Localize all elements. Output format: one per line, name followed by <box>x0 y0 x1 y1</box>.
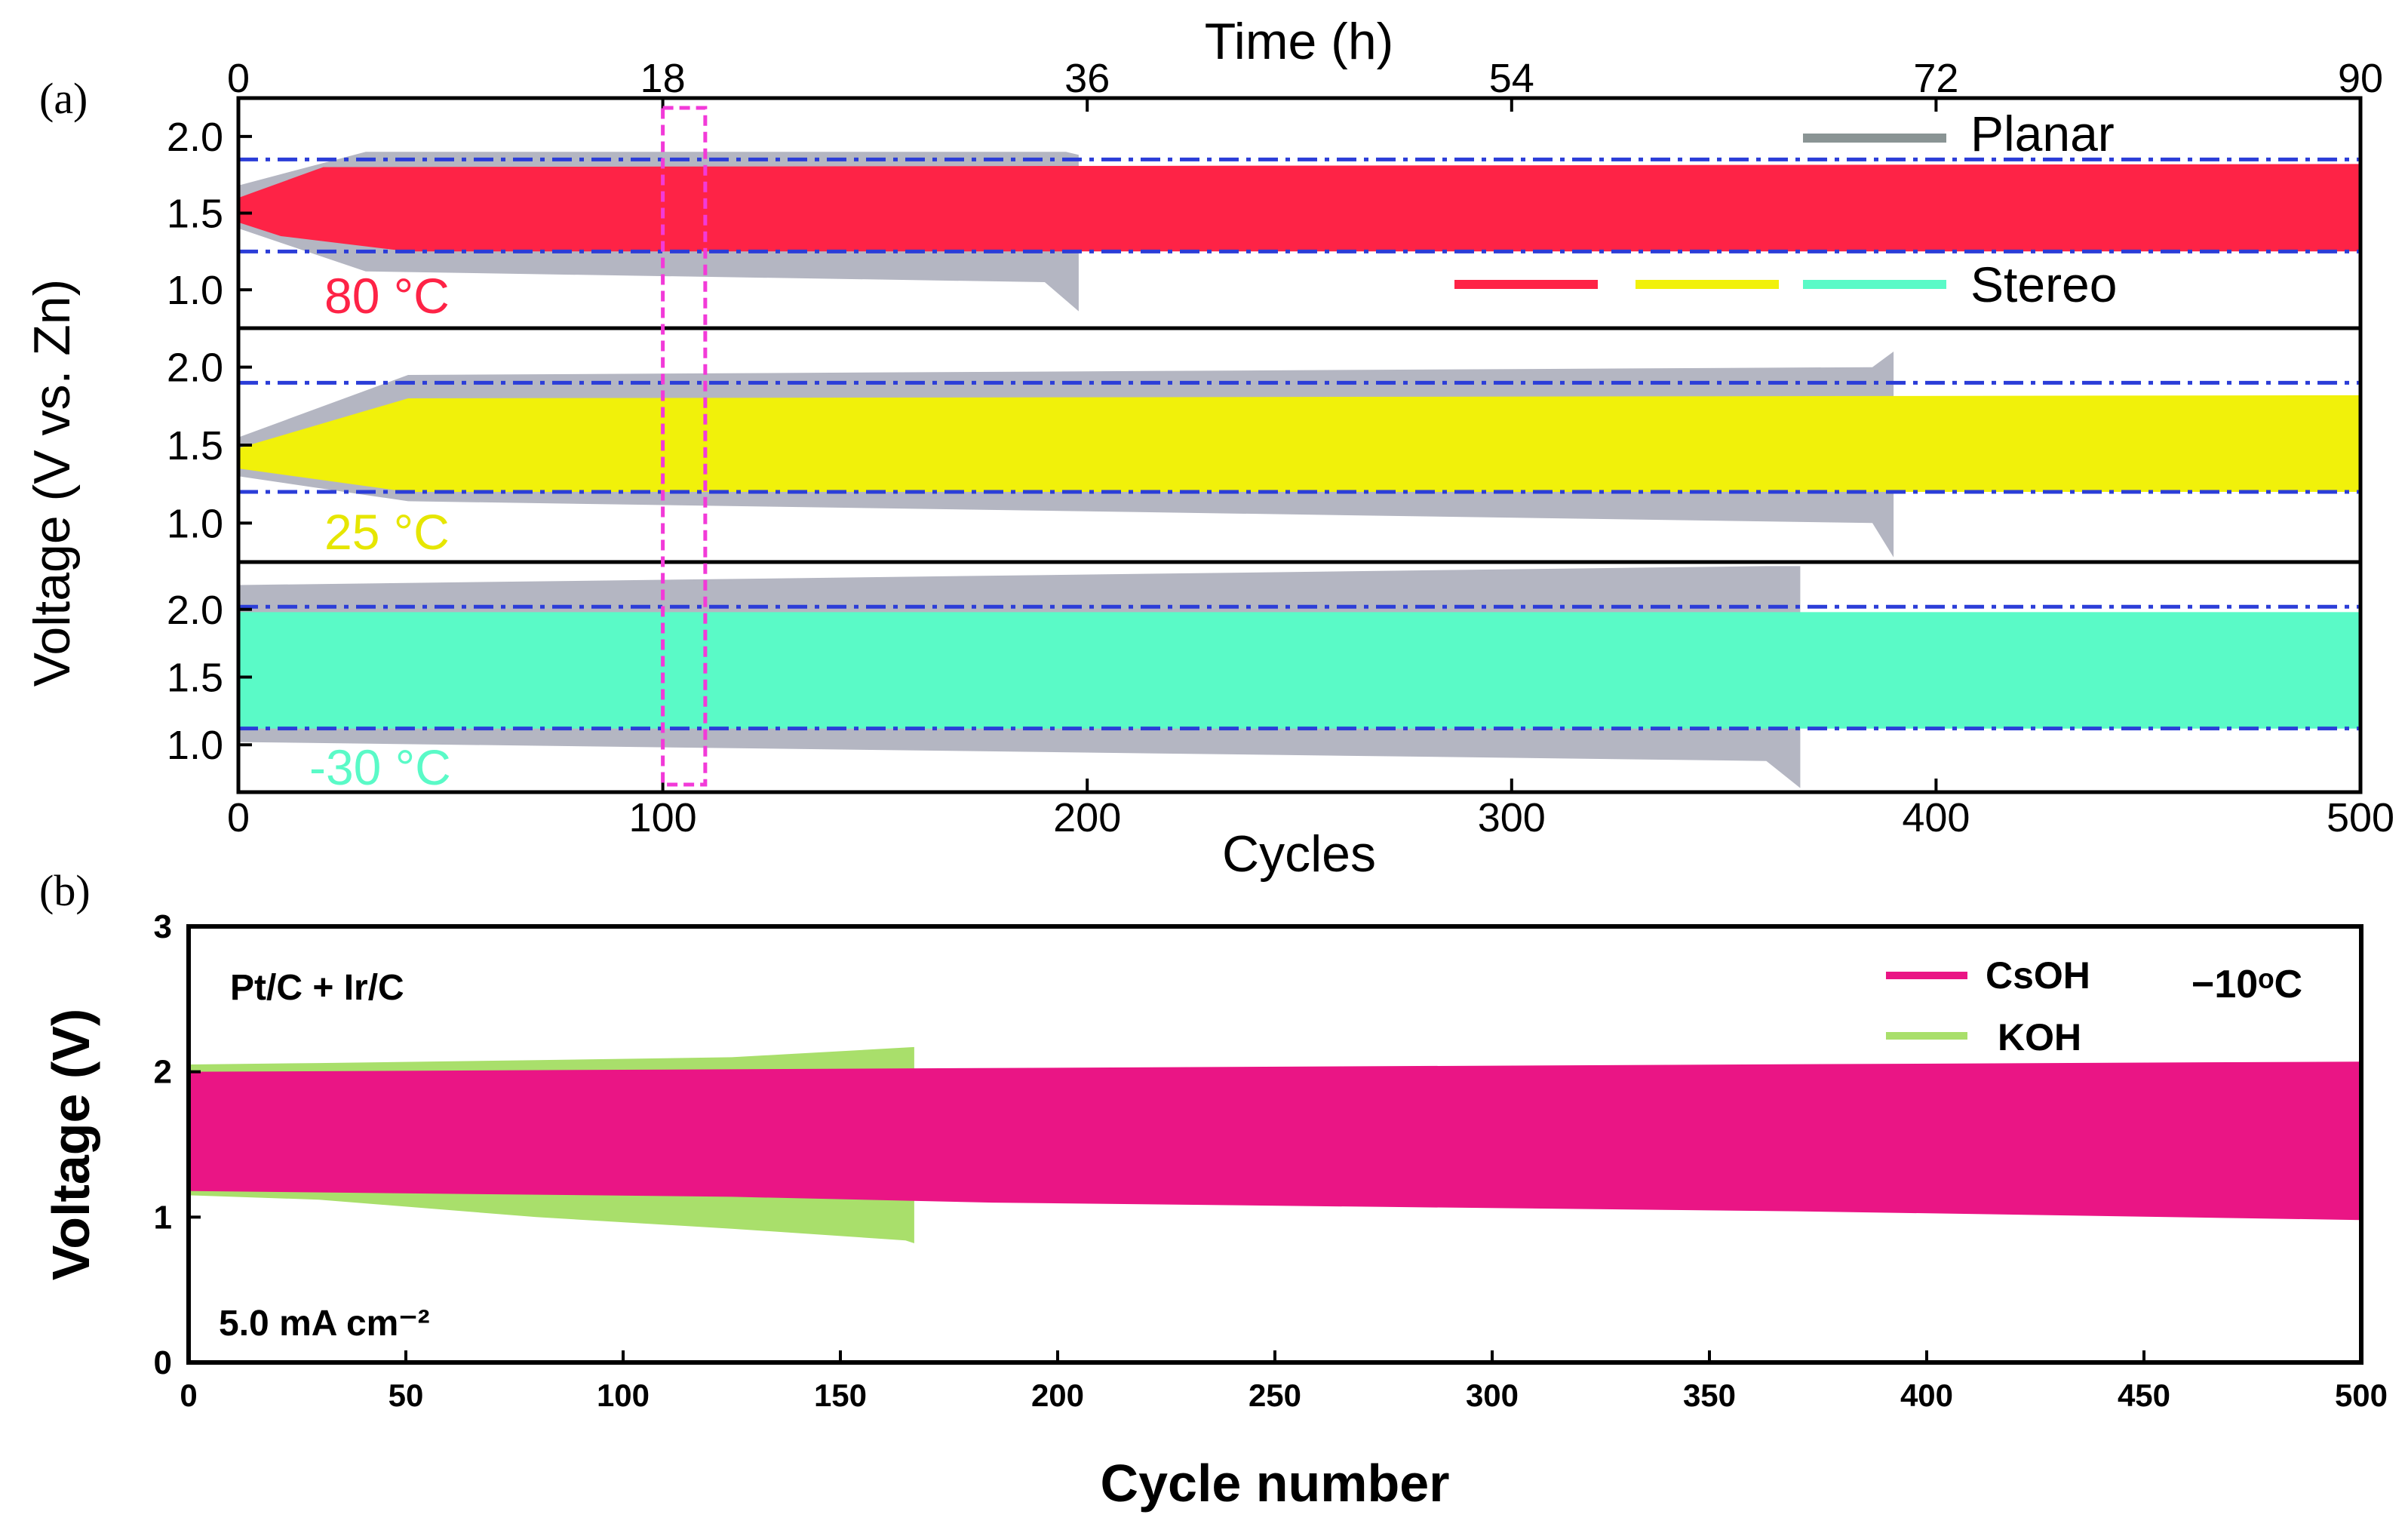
cycle-tick-label-5: 500 <box>2327 795 2394 840</box>
top-axis-ticks: 0 18 36 54 72 90 <box>227 56 2383 112</box>
top-tick-label-4: 72 <box>1913 56 1958 101</box>
subplot-minus30c-ytick-label-2: 2.0 <box>167 588 223 633</box>
legend-planar-label: Planar <box>1970 106 2115 161</box>
catalyst-annotation: Pt/C + Ir/C <box>230 968 404 1008</box>
subplot-minus30c-ytick-label-0: 1.0 <box>167 723 223 768</box>
cycle-tick-label-3: 300 <box>1478 795 1546 840</box>
subplot-80c-ytick-label-1: 1.5 <box>167 192 223 237</box>
cycle-tick-label-2: 200 <box>1053 795 1121 840</box>
subplot-25c-temp-label: 25 °C <box>324 504 450 560</box>
current-density-annotation: 5.0 mA cm⁻² <box>219 1304 430 1344</box>
panel-a-label: (a) <box>39 74 88 123</box>
cycle-tick-label-1: 100 <box>629 795 697 840</box>
panel-a-y-label: Voltage (V vs. Zn) <box>23 279 81 687</box>
panel-b-xtick-label-1: 50 <box>389 1378 424 1413</box>
legend-koh-label: KOH <box>1998 1016 2081 1058</box>
top-axis-title: Time (h) <box>1205 13 1394 70</box>
panel-b-xtick-label-4: 200 <box>1031 1378 1084 1413</box>
subplot-80c-temp-label: 80 °C <box>324 268 450 324</box>
csoh-band <box>189 1061 2361 1221</box>
panel-a-x-label: Cycles <box>1222 825 1376 883</box>
panel-b-xticks: 0 50 100 150 200 250 300 350 400 450 500 <box>180 1350 2388 1413</box>
panel-b-ytick-label-1: 1 <box>154 1199 172 1236</box>
subplot-80c-ytick-label-2: 2.0 <box>167 115 223 160</box>
top-tick-label-0: 0 <box>227 56 250 101</box>
panel-b-xtick-label-10: 500 <box>2335 1378 2388 1413</box>
panel-b-xtick-label-2: 100 <box>597 1378 650 1413</box>
panel-b: (b) 0 1 2 3 0 50 <box>39 866 2388 1513</box>
subplot-80c: 1.0 1.5 2.0 80 °C <box>167 96 2363 330</box>
top-tick-label-1: 18 <box>640 56 686 101</box>
top-tick-label-5: 90 <box>2338 56 2383 101</box>
highlight-box <box>661 106 708 787</box>
panel-b-xtick-label-6: 300 <box>1466 1378 1519 1413</box>
panel-b-x-label: Cycle number <box>1101 1454 1450 1513</box>
panel-b-label: (b) <box>39 866 91 915</box>
panel-b-y-label: Voltage (V) <box>41 1009 100 1280</box>
subplot-80c-stereo-band <box>238 164 2360 252</box>
bottom-axis-ticks: 0 100 200 300 400 500 <box>227 779 2394 840</box>
subplot-minus30c-stereo-band <box>238 612 2360 729</box>
subplot-25c-yticks: 1.0 1.5 2.0 <box>167 346 252 546</box>
subplot-80c-ytick-label-0: 1.0 <box>167 268 223 313</box>
subplot-minus30c: 1.0 1.5 2.0 -30 °C <box>167 560 2363 795</box>
subplot-80c-yticks: 1.0 1.5 2.0 <box>167 115 252 313</box>
cycle-tick-label-0: 0 <box>227 795 250 840</box>
subplot-minus30c-yticks: 1.0 1.5 2.0 <box>167 588 252 768</box>
legend-csoh-label: CsOH <box>1986 954 2090 997</box>
subplot-25c-ytick-label-0: 1.0 <box>167 501 223 546</box>
panel-b-xtick-label-8: 400 <box>1900 1378 1953 1413</box>
subplot-25c-ytick-label-1: 1.5 <box>167 423 223 468</box>
panel-b-xtick-label-3: 150 <box>814 1378 867 1413</box>
panel-b-xtick-label-0: 0 <box>180 1378 197 1413</box>
panel-b-ytick-label-3: 3 <box>154 908 172 945</box>
subplot-minus30c-temp-label: -30 °C <box>309 739 451 795</box>
top-tick-label-3: 54 <box>1489 56 1534 101</box>
top-tick-label-2: 36 <box>1064 56 1110 101</box>
panel-b-xtick-label-5: 250 <box>1249 1378 1301 1413</box>
panel-b-legend: CsOH KOH <box>1886 954 2090 1058</box>
subplot-25c: 1.0 1.5 2.0 25 °C <box>167 326 2363 564</box>
subplot-minus30c-ytick-label-1: 1.5 <box>167 656 223 701</box>
panel-a: (a) Time (h) Voltage (V vs. Zn) Cycles 1… <box>23 13 2394 883</box>
subplot-25c-stereo-band <box>238 395 2360 492</box>
panel-b-xtick-label-9: 450 <box>2118 1378 2170 1413</box>
panel-b-ytick-label-0: 0 <box>154 1344 172 1381</box>
panel-b-ytick-label-2: 2 <box>154 1054 172 1091</box>
panel-b-yticks: 0 1 2 3 <box>154 908 201 1381</box>
cycle-tick-label-4: 400 <box>1902 795 1970 840</box>
legend-stereo-label: Stereo <box>1970 256 2117 312</box>
temperature-annotation: −10ᵒC <box>2191 963 2302 1006</box>
subplot-25c-ytick-label-2: 2.0 <box>167 346 223 391</box>
panel-b-xtick-label-7: 350 <box>1683 1378 1736 1413</box>
panel-a-legend: Planar Stereo <box>1454 106 2117 312</box>
subplot-minus30c-border <box>236 560 2363 794</box>
